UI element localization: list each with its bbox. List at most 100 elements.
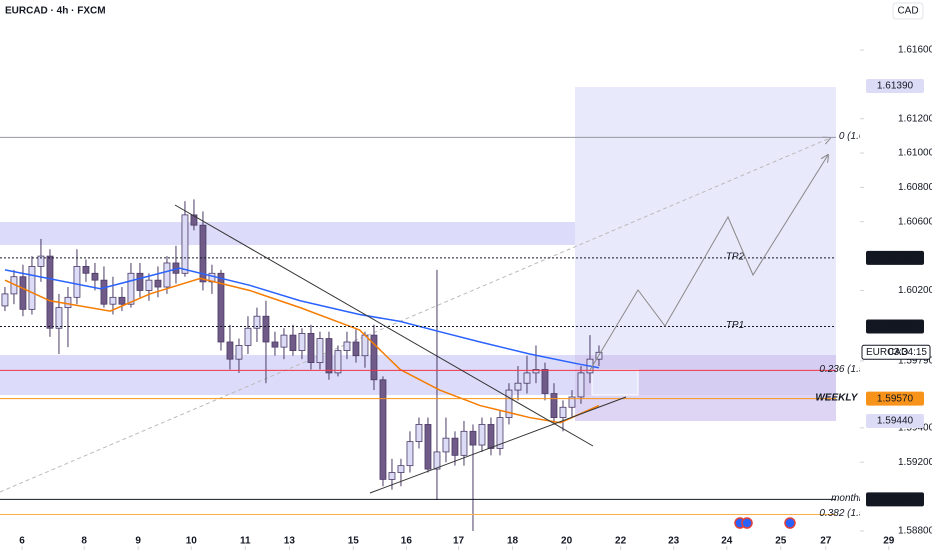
candle-body [235,345,243,360]
projection-line [0,138,830,493]
y-tick-label: 1.61000 [898,148,932,159]
level-label: WEEKLY PIVOT [815,392,891,403]
candle-body [118,296,126,305]
x-tick-label: 22 [615,536,627,547]
candle-body [334,350,342,374]
candle-body [163,262,171,288]
candle-body [280,334,288,348]
candle-body [217,272,225,343]
level-label: 0.236 (1.59735) [819,364,890,375]
candle-body [397,465,405,473]
level-tag [866,391,924,406]
x-tick-label: 23 [668,536,680,547]
candle-body [514,382,522,391]
candle-body [109,296,117,305]
candle-body [316,338,324,364]
candle-body [478,424,486,446]
level-tag-label: 1.59990 [877,321,914,332]
candle-body [343,341,351,351]
projection-path [589,155,828,371]
trendline [369,396,627,494]
last-price-countdown: 03:34:15 [888,347,927,358]
candle-body [136,272,144,291]
level-tag-label: 1.60390 [877,252,914,263]
event-icon[interactable] [741,517,753,529]
currency-box[interactable] [892,2,924,20]
candle-body [100,279,108,305]
y-tick-label: 1.59200 [898,457,932,468]
level-tag-label: 1.59570 [877,393,914,404]
level-label: TP2 [726,251,745,262]
candle-body [388,472,396,480]
candle-body [433,451,441,470]
x-tick-label: 18 [507,536,519,547]
candle-body [559,406,567,418]
level-tag [866,319,924,334]
candle-body [469,430,477,446]
candle-body [190,214,198,226]
candle-body [550,393,558,418]
candle-body [523,372,531,384]
candle-body [73,266,81,298]
candle-body [37,255,45,267]
candle-body [91,272,99,281]
candle-body [1,293,9,307]
candle-body [127,272,135,305]
level-tag-label: 1.58984 [877,494,914,505]
y-tick-label: 1.60200 [898,285,932,296]
candle-body [199,224,207,283]
price-tag-label: 1.61390 [877,81,914,92]
last-price-tag [861,344,931,360]
event-icon[interactable] [784,517,796,529]
candle-body [145,279,153,291]
candle-body [226,341,234,360]
candle-body [370,334,378,381]
x-tick-label: 13 [284,536,296,547]
x-tick-label: 6 [19,536,25,547]
x-tick-label: 29 [883,536,895,547]
candle-body [415,424,423,443]
candle-body [460,430,468,456]
x-tick-label: 11 [240,536,251,547]
currency[interactable]: CAD [897,6,918,17]
candle-body [271,341,279,348]
y-tick-label: 1.61200 [898,113,932,124]
moving-average [4,267,600,369]
candle-body [154,279,162,288]
x-tick-label: 8 [81,536,87,547]
x-tick-label: 27 [820,536,832,547]
x-tick-label: 20 [561,536,573,547]
x-tick-label: 17 [453,536,465,547]
level-tag [866,492,924,507]
candle-body [244,327,252,346]
candle-body [505,389,513,418]
level-tag [866,250,924,265]
candle-body [55,307,63,329]
level-label: 0.382 (1.58896) [819,508,890,519]
candle-body [64,296,72,309]
y-tick-label: 1.60600 [898,216,932,227]
price-tag [866,414,924,429]
candle-body [442,437,450,453]
symbol-title: EURCAD · 4h · FXCM [5,6,106,17]
candle-body [289,334,297,351]
trendline [174,204,594,447]
candle-body [28,266,36,310]
candle-body [325,338,333,374]
candle-body [541,369,549,394]
candle-body [406,441,414,467]
candle-body [451,437,459,456]
last-price-symbol: EURCAD [866,347,908,358]
candle-body [496,417,504,449]
candle-body [19,276,27,310]
x-tick-label: 25 [775,536,787,547]
x-tick-label: 24 [721,536,733,547]
candle-body [577,372,585,398]
candle-body [379,379,387,480]
x-tick-label: 10 [186,536,198,547]
candle-body [181,214,189,274]
y-tick-label: 1.59790 [898,356,932,367]
x-tick-label: 9 [135,536,141,547]
moving-average [4,277,600,424]
